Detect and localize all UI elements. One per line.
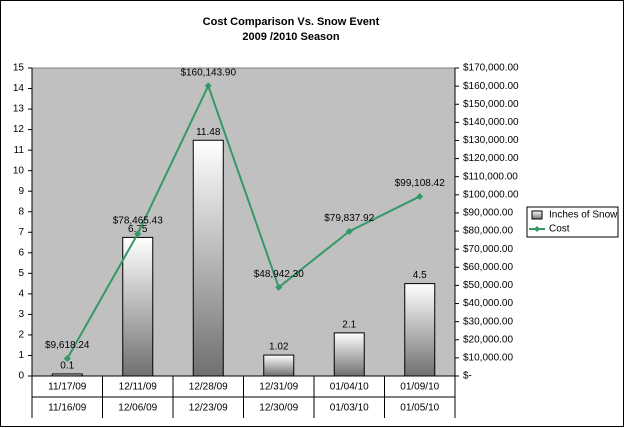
bar-value-label: 2.1: [342, 320, 356, 331]
y-tick-label: 9: [18, 186, 24, 197]
y-tick-label: 1: [18, 350, 24, 361]
bar: [122, 236, 154, 377]
bar: [263, 354, 295, 377]
x-tick-label-sub: 01/05/10: [400, 403, 439, 414]
y2-tick-label: $120,000.00: [463, 153, 519, 164]
line-marker: [345, 227, 353, 235]
bar-value-label: 0.1: [60, 361, 74, 372]
y-tick-label: 10: [13, 165, 25, 176]
y-tick-label: 14: [13, 83, 25, 94]
y2-tick-label: $10,000.00: [463, 353, 513, 364]
line-value-label: $78,465.43: [113, 215, 163, 226]
chart-subtitle: 2009 /2010 Season: [242, 31, 340, 43]
bar: [192, 139, 224, 377]
line-marker: [134, 230, 142, 238]
bar-value-label: 6.75: [128, 224, 148, 235]
y2-tick-label: $110,000.00: [463, 171, 518, 182]
y-tick-label: 12: [13, 124, 25, 135]
y2-tick-label: $20,000.00: [463, 334, 513, 345]
line-value-label: $99,108.42: [395, 178, 445, 189]
y-tick-label: 8: [18, 206, 24, 217]
y2-tick-label: $60,000.00: [463, 262, 513, 273]
x-tick-label: 01/09/10: [400, 382, 439, 393]
x-tick-label: 12/28/09: [189, 382, 228, 393]
y-tick-label: 3: [18, 309, 24, 320]
y-tick-label: 6: [18, 247, 24, 258]
x-tick-label: 12/11/09: [119, 382, 158, 393]
line-value-label: $79,837.92: [324, 213, 374, 224]
line-value-label: $48,942.30: [254, 269, 304, 280]
y2-tick-label: $90,000.00: [463, 208, 513, 219]
y2-tick-label: $150,000.00: [463, 99, 519, 110]
y-tick-label: 7: [18, 227, 24, 238]
y2-tick-label: $160,000.00: [463, 81, 519, 92]
x-tick-label: 01/04/10: [330, 382, 369, 393]
y-tick-label: 4: [18, 289, 24, 300]
bar: [404, 283, 436, 377]
legend-label: Inches of Snow: [549, 210, 618, 221]
y-tick-label: 15: [13, 63, 25, 74]
y2-tick-label: $130,000.00: [463, 135, 519, 146]
legend-marker: [534, 226, 540, 232]
line-marker: [275, 283, 283, 291]
y-tick-label: 13: [13, 104, 25, 115]
chart-title: Cost Comparison Vs. Snow Event: [203, 16, 380, 28]
y-tick-label: 0: [18, 371, 24, 382]
y2-tick-label: $40,000.00: [463, 298, 513, 309]
line-marker: [204, 82, 212, 90]
x-tick-label: 11/17/09: [48, 382, 87, 393]
y-tick-label: 2: [18, 330, 24, 341]
plot-area: [31, 67, 456, 377]
x-tick-label: 12/31/09: [259, 382, 298, 393]
x-tick-label-sub: 12/23/09: [189, 403, 228, 414]
bar-value-label: 11.48: [196, 127, 221, 138]
x-tick-label-sub: 12/06/09: [118, 403, 157, 414]
y2-tick-label: $170,000.00: [463, 63, 519, 74]
line-marker: [63, 355, 71, 363]
legend-label: Cost: [549, 224, 570, 235]
line-value-label: $160,143.90: [180, 67, 236, 78]
y2-tick-label: $-: [463, 371, 472, 382]
x-tick-label-sub: 12/30/09: [259, 403, 298, 414]
line-value-label: $9,618.24: [45, 340, 90, 351]
x-tick-label-sub: 01/03/10: [330, 403, 369, 414]
y2-tick-label: $100,000.00: [463, 189, 519, 200]
line: [66, 83, 421, 360]
bar: [51, 373, 83, 377]
y2-tick-label: $30,000.00: [463, 316, 513, 327]
bar-value-label: 4.5: [413, 270, 427, 281]
legend-swatch: [531, 210, 543, 220]
line-marker: [416, 192, 424, 200]
bar-value-label: 1.02: [269, 342, 289, 353]
y2-tick-label: $70,000.00: [463, 244, 513, 255]
y-tick-label: 11: [14, 145, 25, 156]
y-tick-label: 5: [18, 268, 24, 279]
x-tick-label-sub: 11/16/09: [48, 403, 87, 414]
y2-tick-label: $140,000.00: [463, 117, 519, 128]
bar: [333, 332, 365, 377]
y2-tick-label: $50,000.00: [463, 280, 513, 291]
y2-tick-label: $80,000.00: [463, 226, 513, 237]
